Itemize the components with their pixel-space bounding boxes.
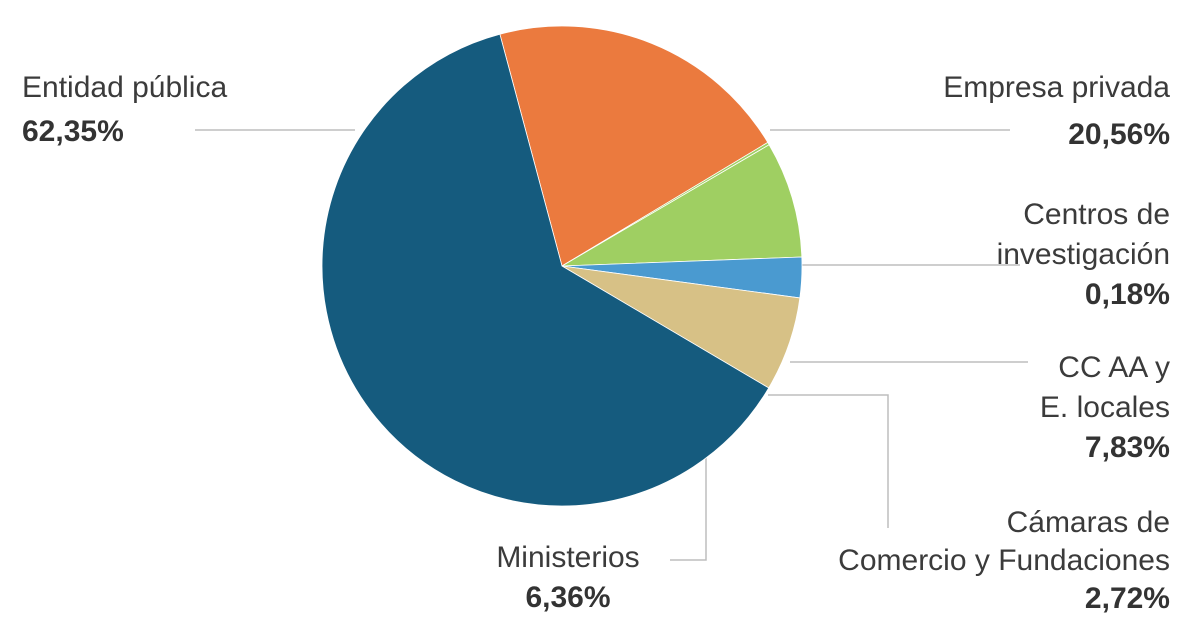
leader-lines	[195, 129, 1028, 561]
label-entidad-publica-name: Entidad pública	[22, 71, 228, 104]
label-centros-investigacion: Centros de investigación 0,18%	[997, 197, 1170, 313]
label-ccaa-value: 7,83%	[1084, 431, 1170, 464]
label-centros-line2: investigación	[996, 238, 1170, 271]
label-centros-line1: Centros de	[1023, 198, 1170, 231]
label-ccaa-line1: CC AA y	[1058, 351, 1170, 384]
pie-slice-empresa-privada	[499, 25, 769, 267]
label-empresa-privada-value: 20,56%	[1068, 118, 1170, 151]
label-entidad-publica-value: 62,35%	[22, 115, 124, 148]
leader-line-camaras-comercio	[768, 394, 889, 528]
label-ccaa-elocales: CC AA y E. locales 7,83%	[1040, 350, 1170, 466]
label-ministerios: Ministerios 6,36%	[468, 540, 668, 616]
pie-slice-cc-aa-y-e-locales	[561, 144, 803, 267]
label-entidad-publica: Entidad pública 62,35%	[22, 70, 227, 150]
pie-slice-entidad-publica	[321, 33, 770, 507]
label-centros-value: 0,18%	[1084, 278, 1170, 311]
label-ministerios-value: 6,36%	[525, 581, 611, 614]
label-camaras-line1: Cámaras de	[1006, 506, 1170, 539]
label-empresa-privada: Empresa privada 20,56%	[943, 70, 1170, 153]
pie-slices	[321, 25, 803, 507]
label-camaras-value: 2,72%	[1084, 582, 1170, 615]
leader-line-ministerios	[670, 455, 707, 561]
label-empresa-privada-name: Empresa privada	[943, 71, 1170, 104]
label-camaras-comercio: Cámaras de Comercio y Fundaciones 2,72%	[838, 505, 1170, 617]
label-camaras-line2: Comercio y Fundaciones	[838, 544, 1170, 577]
label-ccaa-line2: E. locales	[1039, 391, 1170, 424]
label-ministerios-name: Ministerios	[496, 541, 640, 574]
